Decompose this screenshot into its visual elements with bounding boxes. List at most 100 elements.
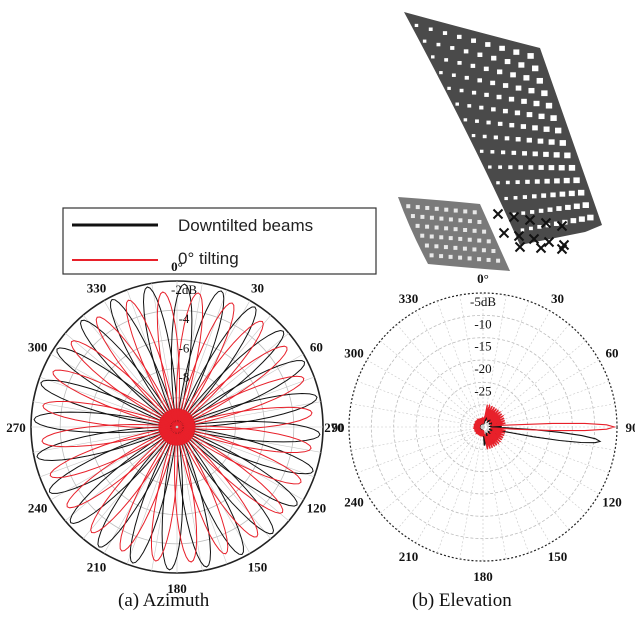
aperture-cell [532, 65, 539, 72]
angle-tick-label: 60 [606, 346, 619, 361]
aperture-cell [491, 249, 496, 254]
angle-tick-label: 210 [87, 559, 107, 574]
aperture-cell [422, 39, 427, 43]
angle-tick-label: 150 [548, 549, 568, 564]
aperture-cell [570, 218, 577, 224]
aperture-cell [483, 66, 489, 72]
angle-tick-label: 180 [167, 581, 187, 596]
aperture-cell [490, 80, 496, 86]
aperture-cell [553, 221, 559, 226]
aperture-cell [568, 190, 575, 197]
aperture-cell [472, 247, 477, 252]
aperture-cell [518, 165, 523, 170]
aperture-cell [529, 226, 533, 231]
aperture-cell [434, 244, 439, 249]
aperture-cell [526, 137, 532, 143]
angle-tick-label: 240 [28, 501, 48, 516]
aperture-cell [558, 165, 565, 171]
azimuth-series [33, 283, 321, 571]
cross-marker [543, 236, 555, 248]
aperture-cell [512, 212, 517, 216]
grid-ring [370, 314, 596, 540]
angle-tick-label: 330 [87, 281, 107, 296]
radial-label: -5dB [470, 294, 496, 309]
zero-tilt-beam-lobe [125, 299, 196, 446]
aperture-cell [434, 206, 439, 211]
azimuth-grid [30, 280, 324, 574]
large-antenna-panel [404, 12, 602, 245]
aperture-cell [490, 150, 495, 154]
aperture-cell [481, 248, 486, 253]
aperture-cell [444, 207, 449, 212]
aperture-cell [518, 62, 525, 68]
aperture-cell [464, 75, 469, 80]
aperture-cell [450, 46, 455, 50]
aperture-cell [547, 207, 553, 212]
aperture-cell [471, 90, 477, 95]
aperture-cell [559, 140, 566, 146]
aperture-cell [439, 216, 444, 221]
aperture-cell [467, 104, 472, 108]
aperture-cell [491, 107, 496, 112]
radial-label: -6 [179, 340, 190, 355]
aperture-cell [538, 208, 544, 213]
cross-marker [524, 214, 536, 226]
aperture-cell [428, 27, 433, 31]
aperture-cell [548, 139, 555, 145]
aperture-cell [525, 179, 530, 184]
aperture-cell [587, 214, 594, 221]
aperture-cell [502, 108, 508, 114]
angle-tick-label: 120 [602, 495, 622, 510]
aperture-cell [531, 194, 537, 199]
aperture-cell [451, 73, 456, 77]
aperture-cell [533, 100, 540, 107]
aperture-cell [500, 150, 506, 155]
aperture-cell [521, 211, 526, 215]
aperture-cell [453, 208, 458, 213]
aperture-cell [467, 219, 472, 224]
aperture-cell [544, 178, 550, 184]
aperture-cell [521, 98, 527, 104]
aperture-cell [471, 133, 476, 138]
aperture-cell [497, 69, 503, 75]
azimuth-angle-ticks: 0° 30 60 90 120 150 180 210 240 270 300 330 [6, 259, 344, 596]
aperture-cell [439, 235, 444, 240]
angle-tick-label: 120 [307, 501, 327, 516]
aperture-cell [509, 122, 515, 128]
aperture-cell [414, 23, 419, 28]
aperture-cell [429, 253, 434, 258]
aperture-cell [550, 115, 557, 121]
elevation-radial-labels: -5dB -10 -15 -20 -25 [470, 294, 496, 398]
aperture-cell [431, 55, 435, 59]
aperture-cell [564, 152, 571, 159]
radial-label: -15 [474, 339, 491, 354]
aperture-cell [448, 254, 453, 259]
cross-marker [492, 208, 504, 220]
aperture-cell [458, 255, 463, 260]
radial-label: -20 [474, 361, 491, 376]
small-antenna-panel [398, 197, 510, 271]
caption-elevation: (b) Elevation [412, 590, 512, 611]
aperture-cell [410, 214, 415, 219]
aperture-cell [528, 165, 534, 170]
aperture-cell [444, 226, 449, 231]
aperture-cell [565, 204, 571, 210]
aperture-cell [448, 236, 453, 241]
aperture-cell [563, 177, 570, 184]
large-panel-apertures [414, 23, 594, 232]
aperture-cell [436, 42, 441, 47]
aperture-cell [442, 31, 448, 35]
aperture-cell [538, 113, 545, 120]
aperture-cell [471, 38, 476, 43]
aperture-cell [505, 180, 510, 185]
aperture-cell [522, 151, 527, 156]
angle-tick-label: 270 [6, 420, 26, 435]
aperture-cell [424, 243, 429, 248]
cross-marker [508, 211, 520, 223]
aperture-cell [573, 203, 580, 209]
aperture-cell [556, 206, 562, 211]
aperture-cell [515, 180, 520, 185]
aperture-cell [448, 217, 453, 222]
aperture-cell [515, 85, 522, 91]
